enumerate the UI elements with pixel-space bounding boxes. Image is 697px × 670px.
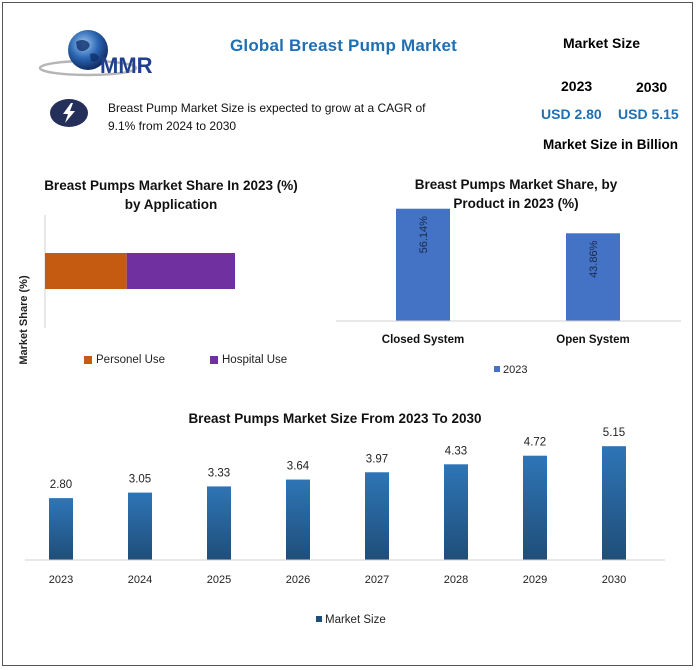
application-chart-title: Breast Pumps Market Share In 2023 (%) by… <box>44 178 298 212</box>
application-chart: Market Share (%) <box>18 215 235 365</box>
market-size-heading: Market Size <box>563 35 641 51</box>
cagr-description: Breast Pump Market Size is expected to g… <box>108 101 426 133</box>
size-data-label: 3.05 <box>129 474 151 486</box>
product-chart-title: Breast Pumps Market Share, by Product in… <box>414 177 618 211</box>
application-bar-segment <box>126 253 235 289</box>
value-2030: USD 5.15 <box>618 106 679 122</box>
size-year-label: 2025 <box>207 574 231 586</box>
legend-swatch-personal <box>84 356 92 364</box>
legend-swatch-market-size <box>316 616 322 622</box>
size-data-label: 5.15 <box>603 427 625 439</box>
product-bar <box>566 233 620 321</box>
mmr-logo: MMR <box>38 30 153 78</box>
legend-hospital-label: Hospital Use <box>222 354 288 366</box>
product-chart: 56.14% 43.86% Closed System Open System 20… <box>336 208 681 376</box>
legend-personal-use: Personel Use <box>84 354 165 366</box>
size-year-label: 2027 <box>365 574 389 586</box>
size-bar <box>207 486 231 560</box>
size-data-label: 4.72 <box>524 437 546 449</box>
product-data-label: 56.14% <box>418 216 430 254</box>
application-y-axis-label: Market Share (%) <box>18 275 30 365</box>
size-bar <box>523 455 547 560</box>
size-year-label: 2029 <box>523 574 547 586</box>
year-2030-label: 2030 <box>636 79 668 95</box>
size-bar <box>365 472 389 560</box>
size-chart-title: Breast Pumps Market Size From 2023 To 20… <box>188 411 482 426</box>
size-bar <box>602 446 626 560</box>
legend-personal-label: Personel Use <box>96 354 166 366</box>
size-data-label: 4.33 <box>445 445 467 457</box>
legend-swatch-hospital <box>210 356 218 364</box>
logo-text: MMR <box>100 53 153 78</box>
unit-label: Market Size in Billion <box>543 137 679 152</box>
size-bar <box>49 498 73 560</box>
legend-2023-label: 2023 <box>503 364 527 376</box>
size-data-label: 3.97 <box>366 453 388 465</box>
page-title: Global Breast Pump Market <box>230 36 458 55</box>
size-data-label: 3.64 <box>287 461 310 473</box>
product-category-label: Closed System <box>382 334 464 346</box>
legend-hospital-use: Hospital Use <box>210 354 287 366</box>
size-data-label: 2.80 <box>50 479 72 491</box>
product-data-label: 43.86% <box>588 240 600 278</box>
product-category-label: Open System <box>556 334 630 346</box>
size-year-label: 2024 <box>128 574 152 586</box>
size-bar <box>286 479 310 560</box>
product-bar <box>396 208 450 321</box>
value-2023: USD 2.80 <box>541 106 602 122</box>
size-bar <box>444 464 468 560</box>
legend-swatch-2023 <box>494 366 500 372</box>
size-year-label: 2023 <box>49 574 73 586</box>
size-bar <box>128 492 152 560</box>
legend-market-size-label: Market Size <box>325 614 386 626</box>
size-year-label: 2030 <box>602 574 626 586</box>
application-bar-segment <box>45 253 127 289</box>
size-chart: 2.80 3.05 3.33 3.64 3.97 4.33 4.72 5.15 2023 202… <box>25 427 665 626</box>
lightning-bolt-icon <box>50 99 88 127</box>
size-data-label: 3.33 <box>208 467 230 479</box>
size-year-label: 2026 <box>286 574 310 586</box>
size-year-label: 2028 <box>444 574 468 586</box>
year-2023-label: 2023 <box>561 78 593 94</box>
